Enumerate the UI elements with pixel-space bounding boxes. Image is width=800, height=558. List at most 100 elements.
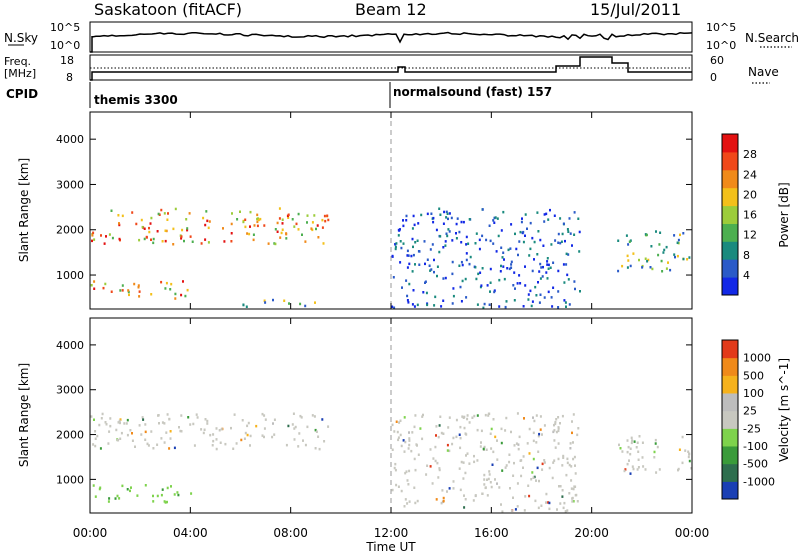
scatter-cell xyxy=(418,263,421,266)
x-tick-label: 00:00 xyxy=(675,526,710,540)
scatter-cell xyxy=(107,442,110,445)
scatter-cell xyxy=(628,459,630,462)
scatter-cell xyxy=(524,234,526,237)
scatter-cell xyxy=(514,232,516,236)
scatter-cell xyxy=(253,224,256,227)
scatter-cell xyxy=(287,424,290,428)
scatter-cell xyxy=(637,458,640,461)
scatter-cell xyxy=(539,428,542,431)
scatter-cell xyxy=(163,422,166,425)
nsky-panel: N.Sky 10^5 10^0 10^5 10^0 N.Search xyxy=(4,21,799,53)
scatter-cell xyxy=(202,216,205,220)
scatter-cell xyxy=(404,440,407,444)
scatter-cell xyxy=(676,241,679,244)
scatter-cell xyxy=(235,442,238,445)
scatter-cell xyxy=(212,439,215,443)
scatter-cell xyxy=(114,497,117,500)
scatter-cell xyxy=(170,485,172,488)
scatter-cell xyxy=(497,234,500,238)
scatter-cell xyxy=(486,284,489,287)
scatter-cell xyxy=(537,281,539,284)
scatter-cell xyxy=(464,277,467,281)
scatter-cell xyxy=(220,427,223,431)
scatter-cell xyxy=(492,242,495,245)
scatter-cell xyxy=(272,422,274,425)
scatter-cell xyxy=(440,501,443,505)
scatter-cell xyxy=(414,414,417,417)
scatter-cell xyxy=(661,270,664,273)
scatter-cell xyxy=(557,416,560,419)
scatter-cell xyxy=(577,427,580,430)
scatter-cell xyxy=(533,475,536,479)
scatter-cell xyxy=(566,457,569,461)
scatter-cell xyxy=(278,207,281,210)
scatter-cell xyxy=(521,217,523,220)
scatter-cell xyxy=(650,245,653,248)
scatter-cell xyxy=(256,224,259,228)
colorbar-tick-label: 20 xyxy=(743,188,757,201)
colorbar-tick-label: -25 xyxy=(743,422,761,435)
scatter-cell xyxy=(261,434,264,437)
scatter-cell xyxy=(241,419,244,422)
scatter-cell xyxy=(555,430,558,434)
scatter-cell xyxy=(426,303,429,307)
scatter-cell xyxy=(576,500,579,503)
scatter-cell xyxy=(686,258,689,261)
colorbar-tick-label: 100 xyxy=(743,387,764,400)
scatter-cell xyxy=(118,222,120,225)
scatter-cell xyxy=(554,420,557,424)
scatter-cell xyxy=(249,434,252,438)
scatter-cell xyxy=(533,258,535,261)
scatter-cell xyxy=(413,305,416,308)
scatter-cell xyxy=(187,416,190,419)
scatter-cell xyxy=(624,468,627,471)
scatter-cell xyxy=(528,254,531,257)
scatter-cell xyxy=(399,261,402,264)
scatter-cell xyxy=(516,505,519,508)
scatter-cell xyxy=(543,424,546,427)
scatter-cell xyxy=(411,431,414,434)
scatter-cell xyxy=(510,223,513,226)
scatter-cell xyxy=(626,439,629,442)
scatter-cell xyxy=(458,264,461,267)
scatter-cell xyxy=(413,486,416,489)
scatter-cell xyxy=(121,289,124,292)
scatter-cell xyxy=(440,305,443,308)
scatter-cell xyxy=(435,228,438,232)
scatter-cell xyxy=(473,460,476,464)
scatter-cell xyxy=(174,292,177,296)
colorbar-segment xyxy=(722,463,738,482)
scatter-cell xyxy=(489,290,491,293)
scatter-cell xyxy=(440,431,443,435)
scatter-cell xyxy=(180,430,183,433)
scatter-cell xyxy=(536,466,539,470)
scatter-cell xyxy=(166,500,168,504)
scatter-cell xyxy=(516,412,519,415)
scatter-cell xyxy=(553,439,556,442)
scatter-cell xyxy=(552,430,555,434)
scatter-cell xyxy=(311,414,314,417)
scatter-cell xyxy=(485,238,488,242)
scatter-cell xyxy=(442,499,445,503)
scatter-cell xyxy=(215,438,218,441)
scatter-cell xyxy=(206,219,209,223)
scatter-cell xyxy=(566,461,569,465)
scatter-cell xyxy=(508,453,511,456)
scatter-cell xyxy=(518,435,521,439)
scatter-cell xyxy=(543,220,546,223)
scatter-cell xyxy=(559,502,562,505)
scatter-cell xyxy=(548,501,551,505)
scatter-cell xyxy=(459,285,462,289)
scatter-cell xyxy=(451,239,454,242)
scatter-cell xyxy=(178,426,180,429)
scatter-cell xyxy=(413,223,416,227)
scatter-cell xyxy=(393,430,396,433)
scatter-cell xyxy=(475,232,478,235)
scatter-cell xyxy=(485,448,488,451)
scatter-cell xyxy=(172,227,175,231)
scatter-cell xyxy=(487,414,490,417)
scatter-cell xyxy=(144,484,147,487)
scatter-cell xyxy=(500,441,503,445)
colorbar-segment xyxy=(722,169,738,189)
scatter-cell xyxy=(94,437,97,440)
